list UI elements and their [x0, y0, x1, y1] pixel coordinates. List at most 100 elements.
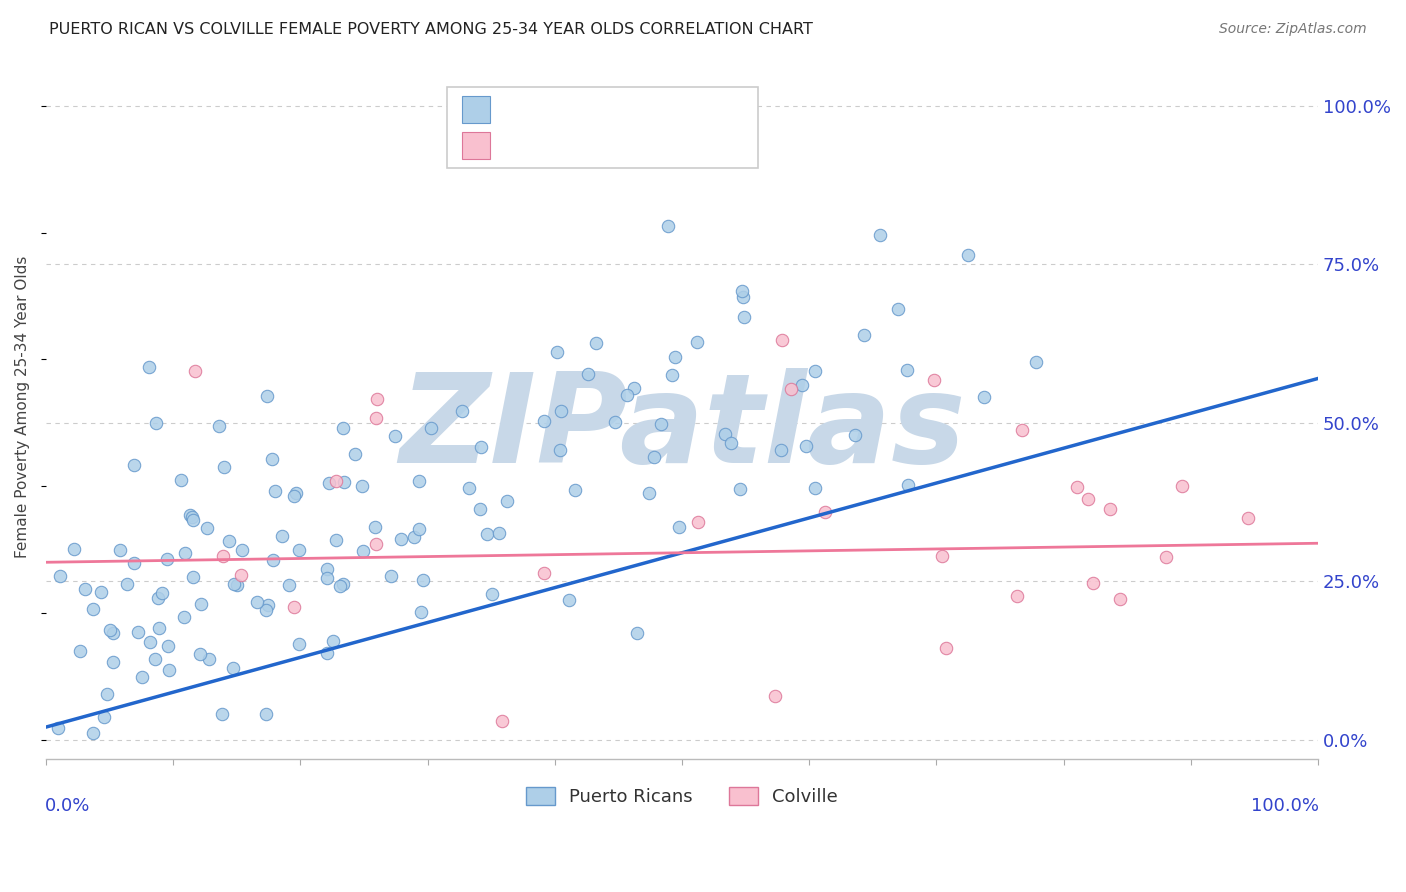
- Point: [108, 542, 131, 557]
- Point: [343, 447, 366, 461]
- Point: [148, 621, 170, 635]
- Point: [366, 392, 388, 406]
- Text: R =  0.072   N =  28: R = 0.072 N = 28: [503, 135, 700, 154]
- Point: [1099, 501, 1122, 516]
- Point: [333, 475, 356, 490]
- Point: [122, 458, 145, 473]
- Point: [155, 552, 177, 566]
- Point: [533, 415, 555, 429]
- Point: [804, 364, 827, 378]
- Point: [869, 228, 891, 243]
- Point: [412, 573, 434, 587]
- Point: [212, 460, 235, 475]
- Point: [222, 661, 245, 675]
- Point: [616, 388, 638, 402]
- Point: [198, 652, 221, 666]
- Point: [93, 710, 115, 724]
- Point: [935, 641, 957, 656]
- Point: [585, 335, 607, 350]
- Point: [1170, 479, 1192, 493]
- Point: [623, 381, 645, 395]
- Point: [1066, 480, 1088, 494]
- Point: [475, 527, 498, 541]
- Text: 0.0%: 0.0%: [45, 797, 90, 815]
- Point: [451, 404, 474, 418]
- Point: [262, 553, 284, 567]
- Point: [143, 651, 166, 665]
- Point: [101, 626, 124, 640]
- Point: [127, 624, 149, 639]
- Point: [897, 477, 920, 491]
- Legend: Puerto Ricans, Colville: Puerto Ricans, Colville: [519, 780, 845, 814]
- Point: [491, 714, 513, 728]
- Point: [380, 569, 402, 583]
- Point: [733, 310, 755, 324]
- Point: [956, 248, 979, 262]
- Point: [195, 521, 218, 535]
- Point: [1108, 592, 1130, 607]
- Point: [264, 483, 287, 498]
- Point: [270, 529, 292, 543]
- Point: [408, 474, 430, 488]
- Point: [1236, 511, 1258, 525]
- Point: [98, 623, 121, 637]
- Point: [262, 451, 284, 466]
- Point: [650, 417, 672, 431]
- Point: [332, 420, 354, 434]
- Point: [256, 706, 278, 721]
- Point: [533, 566, 555, 581]
- Point: [181, 513, 204, 527]
- Point: [46, 721, 69, 735]
- Point: [329, 579, 352, 593]
- Point: [1076, 492, 1098, 507]
- Point: [115, 576, 138, 591]
- Point: [157, 639, 180, 653]
- FancyBboxPatch shape: [463, 95, 489, 122]
- Point: [138, 359, 160, 374]
- Point: [316, 571, 339, 585]
- Point: [664, 350, 686, 364]
- Text: Source: ZipAtlas.com: Source: ZipAtlas.com: [1219, 22, 1367, 37]
- Point: [352, 544, 374, 558]
- Point: [564, 483, 586, 497]
- Point: [332, 577, 354, 591]
- Point: [1025, 355, 1047, 369]
- Point: [550, 404, 572, 418]
- Point: [90, 585, 112, 599]
- Point: [188, 648, 211, 662]
- Point: [813, 505, 835, 519]
- Point: [316, 646, 339, 660]
- Point: [183, 364, 205, 378]
- Point: [720, 435, 742, 450]
- Point: [212, 549, 235, 563]
- Point: [772, 334, 794, 348]
- Point: [790, 378, 813, 392]
- Point: [49, 568, 72, 582]
- Point: [488, 526, 510, 541]
- Point: [277, 578, 299, 592]
- Text: 100.0%: 100.0%: [1251, 797, 1319, 815]
- Point: [626, 626, 648, 640]
- Point: [779, 382, 801, 396]
- Point: [254, 603, 277, 617]
- Point: [325, 474, 347, 488]
- Point: [148, 591, 170, 606]
- Point: [69, 644, 91, 658]
- Point: [288, 636, 311, 650]
- Point: [558, 593, 581, 607]
- Point: [145, 416, 167, 430]
- Point: [470, 440, 492, 454]
- Point: [638, 486, 661, 500]
- Point: [686, 515, 709, 529]
- Point: [896, 363, 918, 377]
- Point: [190, 597, 212, 611]
- Point: [389, 533, 412, 547]
- FancyBboxPatch shape: [447, 87, 758, 168]
- Point: [844, 427, 866, 442]
- Point: [211, 706, 233, 721]
- Point: [408, 522, 430, 536]
- Point: [468, 501, 491, 516]
- Point: [731, 284, 754, 298]
- Point: [150, 586, 173, 600]
- Point: [180, 510, 202, 524]
